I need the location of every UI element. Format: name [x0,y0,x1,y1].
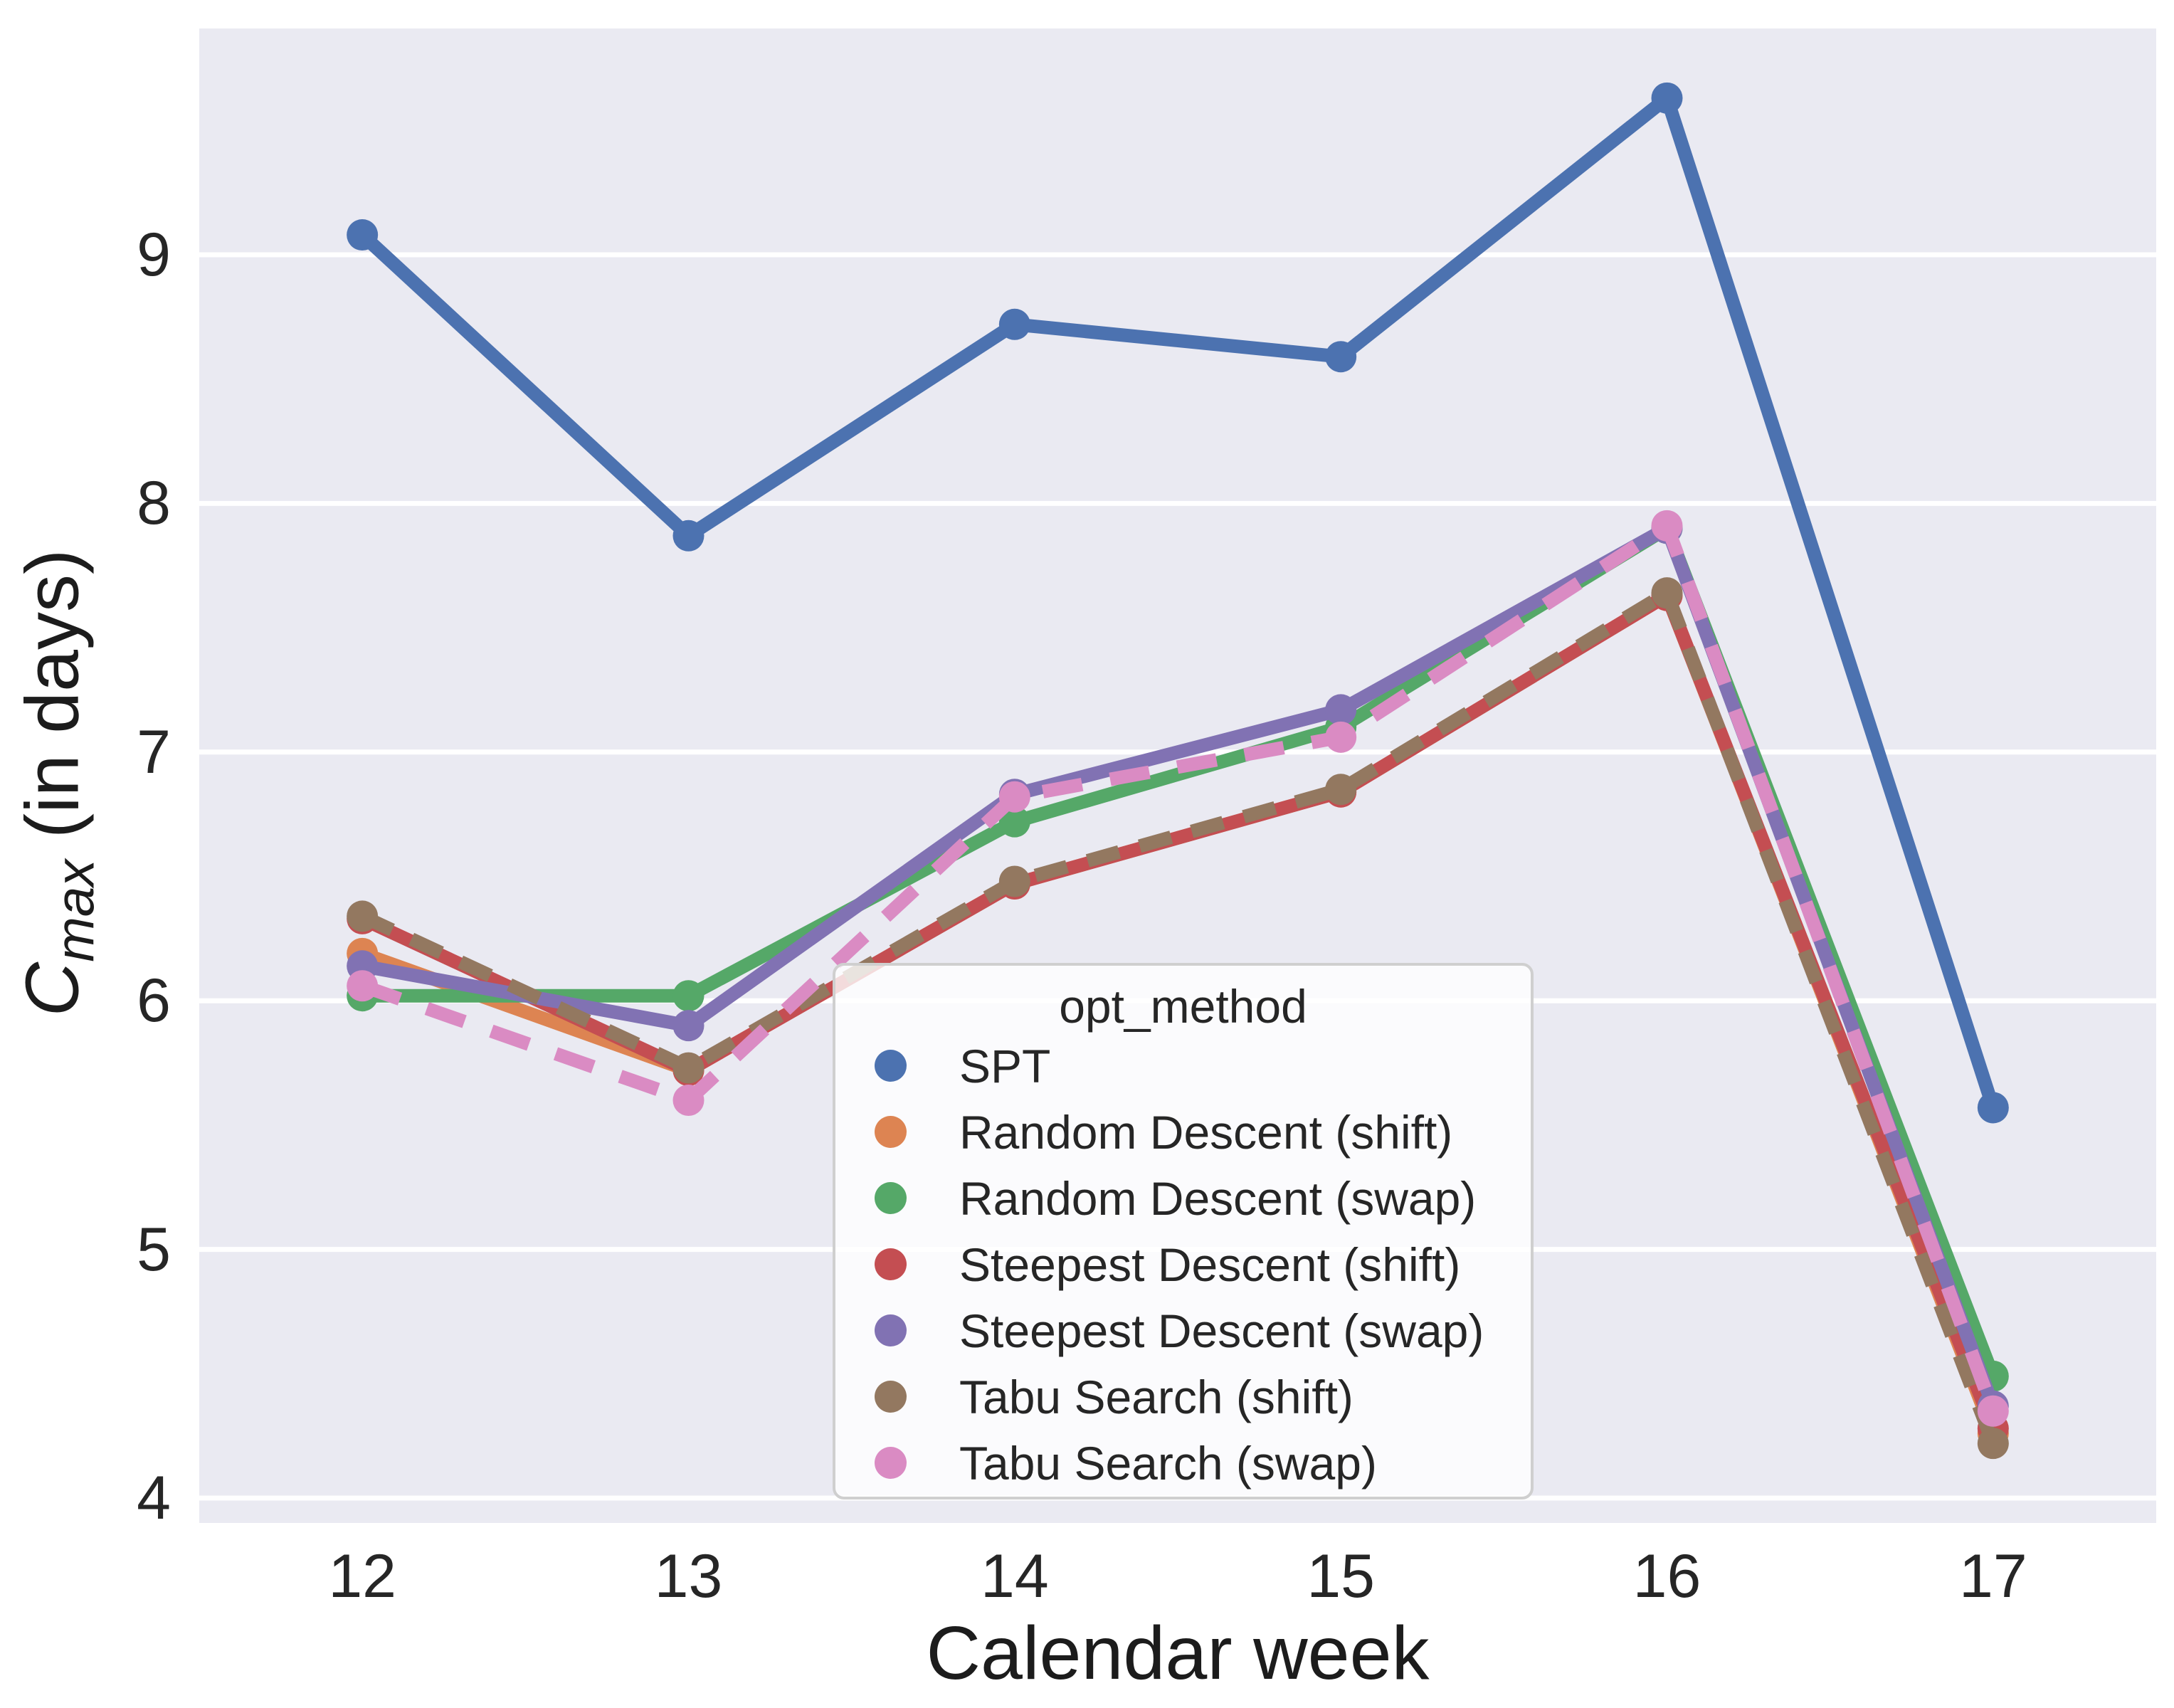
x-tick-label-15: 15 [1307,1542,1375,1611]
y-tick-label-4: 4 [137,1464,171,1533]
legend-item-Tabu Search (swap): Tabu Search (swap) [835,1430,1531,1496]
legend-item-label: Tabu Search (shift) [959,1370,1354,1423]
series-marker-Tabu Search (shift)-week-14 [998,865,1030,897]
series-marker-Tabu Search (swap)-week-14 [998,781,1030,813]
legend-marker-icon [875,1116,907,1148]
legend-marker-icon [875,1248,907,1280]
plot-area: opt_method SPT Random Descent (shift) Rand… [199,28,2156,1523]
legend-item-label: Steepest Descent (shift) [959,1238,1461,1291]
y-tick-label-5: 5 [137,1215,171,1284]
chart-canvas [199,82,2156,1501]
y-tick-label-6: 6 [137,966,171,1035]
legend-item-Steepest Descent (shift): Steepest Descent (shift) [835,1231,1531,1297]
legend-item-Steepest Descent (swap): Steepest Descent (swap) [835,1297,1531,1364]
series-marker-Tabu Search (swap)-week-17 [1977,1395,2009,1427]
series-marker-SPT-week-14 [998,308,1030,340]
x-tick-label-17: 17 [1958,1542,2027,1611]
y-tick-label-7: 7 [137,717,171,786]
series-line-SPT [355,91,2000,1114]
series-marker-SPT-week-13 [672,520,705,552]
series-marker-SPT-week-12 [347,219,379,251]
series-marker-Random Descent (swap)-week-14 [998,806,1030,838]
legend-item-label: Steepest Descent (swap) [959,1304,1484,1357]
series-marker-Steepest Descent (swap)-week-13 [672,1010,705,1042]
series-marker-SPT-week-15 [1325,341,1357,373]
y-tick-label-9: 9 [137,220,171,289]
x-tick-label-16: 16 [1632,1542,1701,1611]
series-marker-Tabu Search (shift)-week-13 [672,1052,705,1084]
legend-item-SPT: SPT [835,1033,1531,1099]
x-tick-label-14: 14 [980,1542,1049,1611]
legend-item-label: Random Descent (swap) [959,1171,1477,1225]
series-line-Tabu Search (swap) [360,519,2000,1414]
legend-item-Random Descent (shift): Random Descent (shift) [835,1099,1531,1165]
x-tick-label-12: 12 [328,1542,396,1611]
legend-item-label: SPT [959,1039,1051,1092]
series-marker-Tabu Search (shift)-week-12 [347,900,379,932]
legend-item-label: Random Descent (shift) [959,1105,1453,1159]
series-marker-Tabu Search (shift)-week-15 [1325,774,1357,806]
legend-item-Tabu Search (shift): Tabu Search (shift) [835,1364,1531,1430]
series-marker-Tabu Search (swap)-week-16 [1651,510,1683,542]
legend-title: opt_method [1059,980,1307,1033]
series-marker-Tabu Search (swap)-week-12 [347,970,379,1002]
series-marker-Random Descent (swap)-week-13 [672,980,705,1012]
y-axis-label-subscript: max [45,859,106,962]
x-tick-label-13: 13 [654,1542,723,1611]
series-marker-Tabu Search (swap)-week-15 [1325,721,1357,753]
x-axis-label: Calendar week [926,1611,1430,1695]
legend-marker-icon [875,1447,907,1479]
series-marker-SPT-week-17 [1977,1092,2009,1124]
y-axis-label: Cmax (in days) [10,285,113,1281]
y-axis-label-units: (in days) [10,549,95,860]
series-marker-Tabu Search (swap)-week-13 [672,1084,705,1116]
series-marker-Steepest Descent (swap)-week-15 [1325,694,1357,726]
legend: opt_method SPT Random Descent (shift) Rand… [833,963,1534,1499]
series-marker-SPT-week-16 [1651,82,1683,114]
series-marker-Tabu Search (shift)-week-16 [1651,577,1683,609]
legend-item-label: Tabu Search (swap) [959,1436,1377,1490]
legend-marker-icon [875,1314,907,1346]
series-marker-Tabu Search (shift)-week-17 [1977,1428,2009,1460]
series-line-Tabu Search (shift) [359,586,2000,1446]
legend-marker-icon [875,1381,907,1413]
legend-marker-icon [875,1182,907,1214]
legend-items: SPT Random Descent (shift) Random Descent … [835,1033,1531,1496]
y-tick-label-8: 8 [137,469,171,538]
legend-marker-icon [875,1050,907,1082]
legend-item-Random Descent (swap): Random Descent (swap) [835,1165,1531,1231]
